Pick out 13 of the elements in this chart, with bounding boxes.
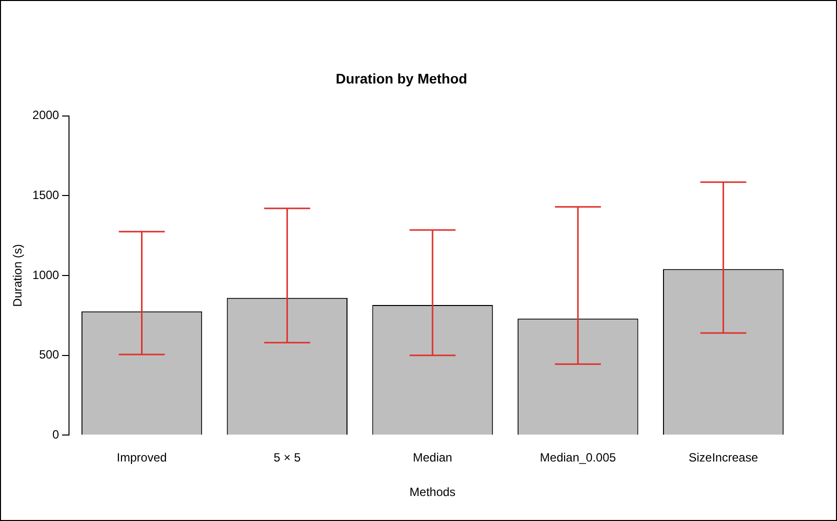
x-tick-label: SizeIncrease [688,450,758,465]
y-tick-label: 2000 [32,108,60,122]
x-tick-label: 5 × 5 [274,450,301,465]
x-tick-label: Median_0.005 [540,450,616,465]
y-tick-label: 500 [39,348,60,362]
y-tick-label: 1500 [32,188,60,202]
y-tick-label: 0 [52,428,60,442]
chart-title: Duration by Method [336,70,468,86]
x-tick-label: Improved [116,450,167,465]
x-axis-title: Methods [410,485,456,500]
x-tick-label: Median [412,450,452,465]
y-axis-title: Duration (s) [10,244,25,307]
y-tick-label: 1000 [32,268,60,282]
